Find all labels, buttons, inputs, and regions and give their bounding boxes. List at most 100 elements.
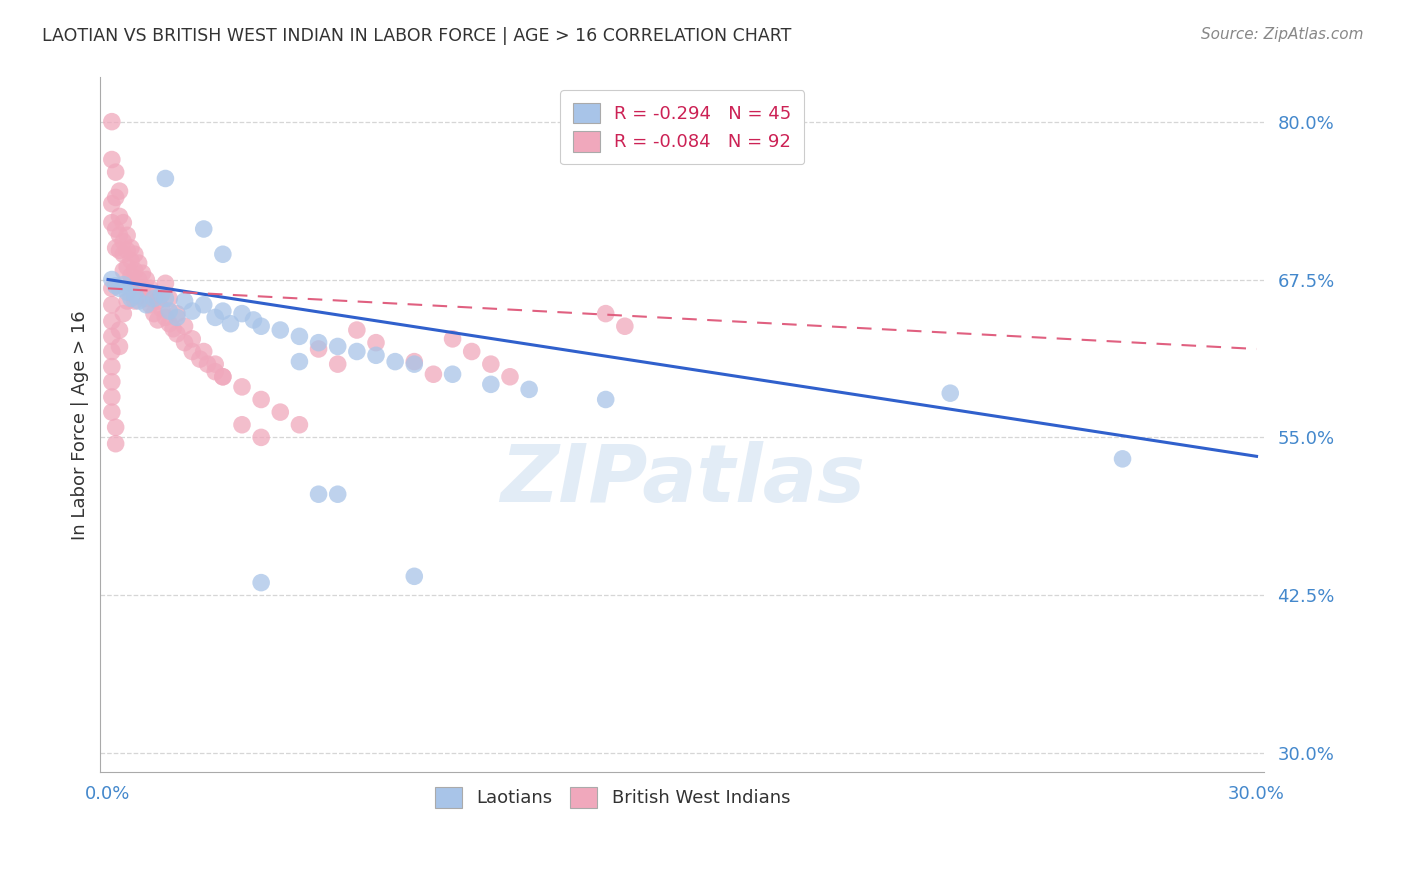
Laotians [204,310,226,325]
Text: ZIPatlas: ZIPatlas [499,442,865,519]
Laotians [120,292,142,306]
Laotians [242,313,264,327]
Laotians [404,357,426,371]
British West Indians [108,184,131,198]
British West Indians [112,216,135,230]
Laotians [364,348,387,362]
British West Indians [250,392,273,407]
British West Indians [139,298,162,312]
Laotians [326,339,349,353]
British West Indians [460,344,482,359]
British West Indians [104,222,127,236]
Laotians [250,575,273,590]
Laotians [181,304,204,318]
British West Indians [104,190,127,204]
British West Indians [155,277,177,291]
Laotians [384,354,406,368]
Laotians [326,487,349,501]
British West Indians [124,247,146,261]
Laotians [1111,451,1133,466]
British West Indians [101,390,124,404]
British West Indians [128,272,150,286]
British West Indians [101,375,124,389]
British West Indians [288,417,311,432]
British West Indians [135,272,157,286]
Legend: Laotians, British West Indians: Laotians, British West Indians [427,780,797,815]
Y-axis label: In Labor Force | Age > 16: In Labor Force | Age > 16 [72,310,89,540]
British West Indians [101,314,124,328]
British West Indians [101,216,124,230]
Laotians [155,292,177,306]
British West Indians [204,357,226,371]
British West Indians [173,335,195,350]
British West Indians [404,354,426,368]
British West Indians [595,307,617,321]
Laotians [166,310,188,325]
British West Indians [181,344,204,359]
British West Indians [104,436,127,450]
British West Indians [112,263,135,277]
Laotians [193,222,215,236]
British West Indians [250,430,273,444]
Text: Source: ZipAtlas.com: Source: ZipAtlas.com [1201,27,1364,42]
British West Indians [101,344,124,359]
British West Indians [108,244,131,258]
Laotians [288,329,311,343]
British West Indians [108,339,131,353]
Laotians [939,386,962,401]
British West Indians [499,369,522,384]
British West Indians [131,281,153,295]
British West Indians [173,319,195,334]
British West Indians [364,335,387,350]
Laotians [479,377,502,392]
British West Indians [112,307,135,321]
Laotians [219,317,242,331]
British West Indians [326,357,349,371]
British West Indians [146,293,169,308]
Laotians [441,368,464,382]
Laotians [212,247,235,261]
British West Indians [104,420,127,434]
British West Indians [231,417,253,432]
British West Indians [120,253,142,268]
British West Indians [101,359,124,374]
British West Indians [115,293,138,308]
British West Indians [131,266,153,280]
British West Indians [308,342,330,356]
British West Indians [108,323,131,337]
Laotians [150,287,173,301]
British West Indians [101,114,124,128]
Text: LAOTIAN VS BRITISH WEST INDIAN IN LABOR FORCE | AGE > 16 CORRELATION CHART: LAOTIAN VS BRITISH WEST INDIAN IN LABOR … [42,27,792,45]
British West Indians [142,307,165,321]
Laotians [101,272,124,286]
British West Indians [166,326,188,341]
British West Indians [204,365,226,379]
British West Indians [128,289,150,303]
British West Indians [142,289,165,303]
British West Indians [166,307,188,321]
Laotians [346,344,368,359]
Laotians [269,323,291,337]
Laotians [308,335,330,350]
British West Indians [155,310,177,325]
British West Indians [269,405,291,419]
Laotians [135,298,157,312]
British West Indians [124,263,146,277]
British West Indians [212,369,235,384]
Laotians [250,319,273,334]
British West Indians [231,380,253,394]
Laotians [124,287,146,301]
British West Indians [181,332,204,346]
British West Indians [479,357,502,371]
British West Indians [101,281,124,295]
British West Indians [124,293,146,308]
British West Indians [115,228,138,243]
Laotians [115,285,138,300]
British West Indians [112,247,135,261]
British West Indians [115,260,138,274]
Laotians [212,304,235,318]
Laotians [108,281,131,295]
British West Indians [139,281,162,295]
Laotians [173,293,195,308]
British West Indians [157,317,180,331]
